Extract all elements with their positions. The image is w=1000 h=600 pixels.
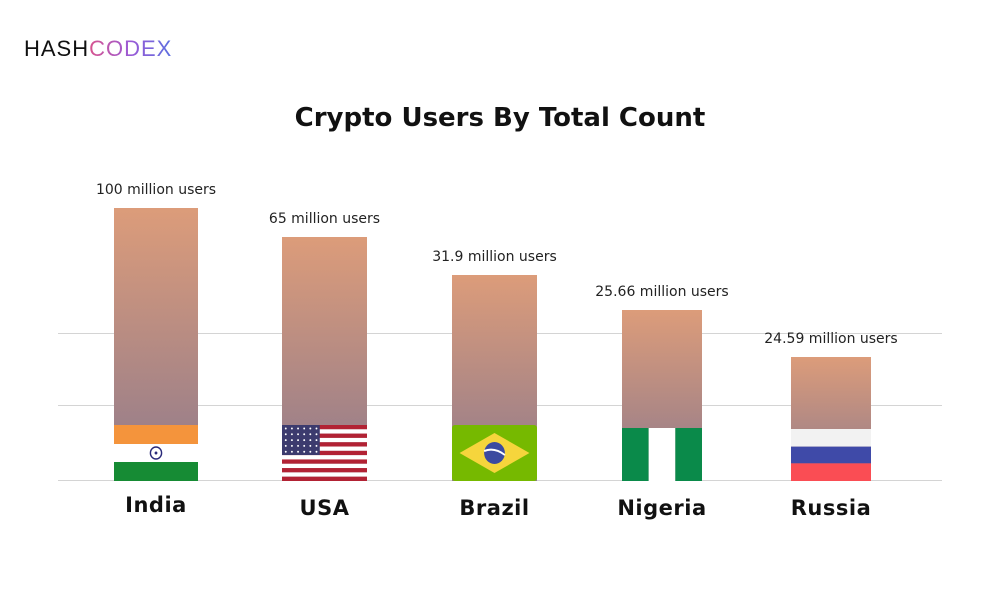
data-label: 31.9 million users [432,249,557,265]
chart-title: Crypto Users By Total Count [294,103,706,133]
brazil-flag-icon [452,425,537,481]
india-flag-icon [114,425,198,481]
bar-nigeria [622,310,702,481]
russia-flag-icon [791,429,871,481]
logo-text-codex: CODEX [89,36,173,61]
bar-usa [282,237,367,481]
data-label: 25.66 million users [595,284,729,300]
bar-india [114,208,198,481]
logo: HASHCODEX [24,36,172,62]
category-label: USA [299,496,350,520]
category-label: India [125,493,187,517]
logo-text-hash: HASH [24,36,90,61]
category-label: Nigeria [617,496,707,520]
nigeria-flag-icon [622,428,702,481]
category-label: Russia [790,496,872,520]
bar-brazil [452,275,537,481]
usa-flag-icon [282,425,367,481]
category-label: Brazil [459,496,530,520]
bar-russia [791,357,871,481]
data-label: 24.59 million users [764,331,898,347]
data-label: 65 million users [268,211,381,227]
data-label: 100 million users [95,182,217,198]
